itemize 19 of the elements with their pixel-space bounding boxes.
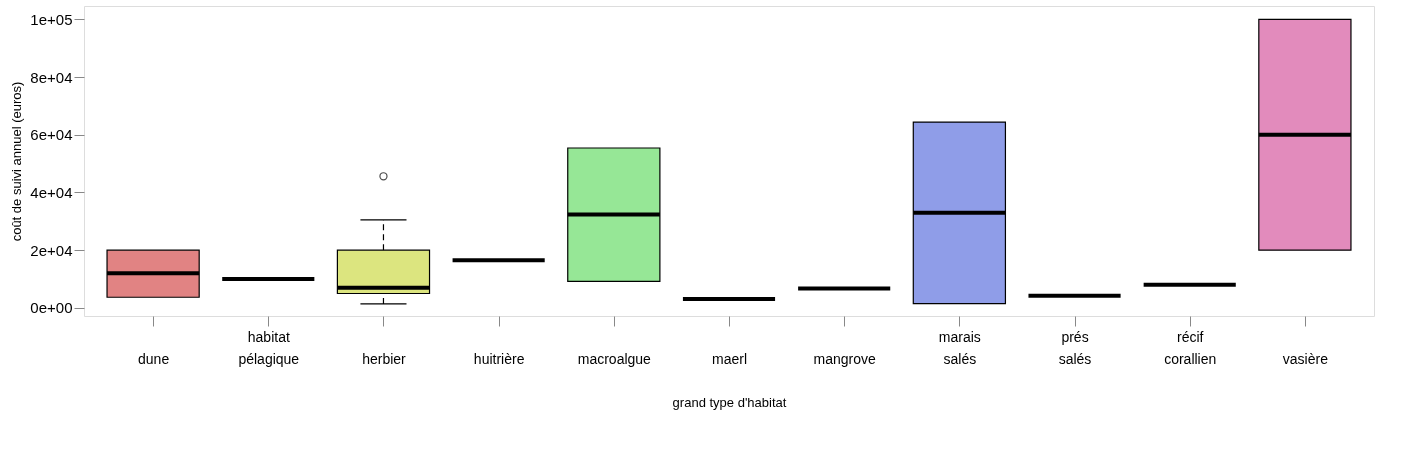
- x-tick-label: marais salés: [938, 328, 981, 367]
- x-tick-label: herbier: [362, 350, 407, 367]
- x-tick-label: dune: [138, 350, 170, 367]
- y-tick-label: 2e+04: [30, 241, 73, 259]
- x-tick-label: prés salés: [1058, 328, 1092, 367]
- x-tick-label: macroalgue: [577, 350, 652, 367]
- x-tick-label: habitat pélagique: [238, 328, 300, 367]
- x-axis-title: grand type d'habitat: [672, 394, 787, 410]
- x-tick-label: maerl: [711, 350, 748, 367]
- y-tick-label: 1e+05: [30, 10, 73, 28]
- x-tick-label: récif corallien: [1164, 328, 1217, 367]
- y-tick-label: 8e+04: [30, 68, 73, 86]
- y-tick-label: 0e+00: [30, 299, 73, 317]
- x-tick-label: mangrove: [813, 350, 877, 367]
- x-tick-label: vasière: [1282, 350, 1329, 367]
- y-axis-title: coût de suivi annuel (euros): [9, 81, 25, 242]
- y-tick-label: 4e+04: [30, 183, 73, 201]
- y-tick-label: 6e+04: [30, 126, 73, 144]
- x-tick-label: huitrière: [473, 350, 525, 367]
